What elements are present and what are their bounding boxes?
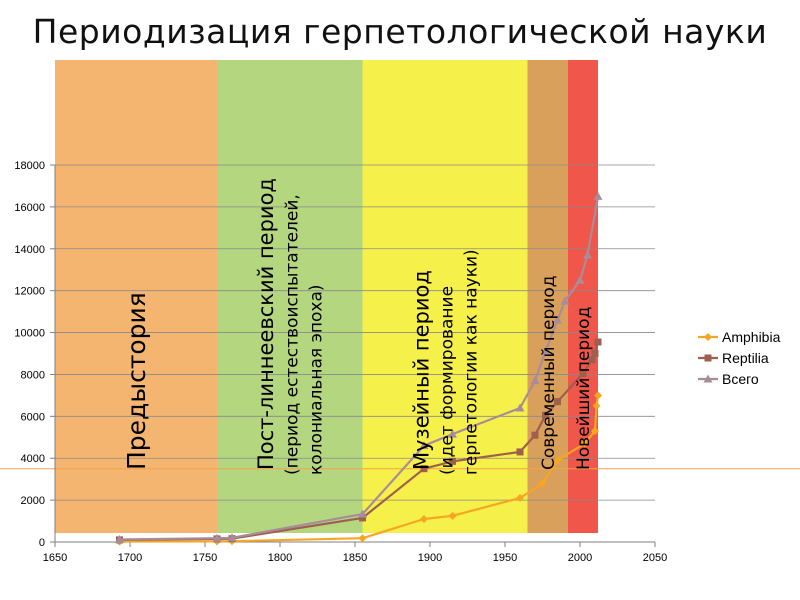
series-3-point-1: [115, 534, 124, 543]
slide-title: Периодизация герпетологической науки: [32, 12, 768, 51]
period-label-2-line-3: колониальная эпоха): [307, 284, 327, 475]
x-tick-label-1800: 1800: [268, 552, 292, 564]
series-3-point-11: [560, 296, 570, 305]
series-2-point-13: [591, 350, 599, 357]
legend-marker-3: [703, 374, 713, 383]
period-label-2-line-2: (период естествоиспытателей,: [282, 194, 302, 475]
x-tick-label-1900: 1900: [418, 552, 442, 564]
series-lines: [115, 191, 603, 546]
period-band-5: [568, 60, 598, 533]
x-tick-label-1700: 1700: [118, 552, 142, 564]
y-tick-label-14000: 14000: [14, 244, 45, 256]
series-1-point-13: [594, 391, 602, 400]
series-1-point-5: [420, 514, 428, 523]
series-3-point-10: [553, 315, 562, 324]
period-label-3-line-3: герпетологии как науки): [462, 249, 482, 475]
series-3-point-12: [575, 275, 585, 284]
series-2-point-14: [594, 338, 602, 346]
legend-item-3: Всего: [698, 371, 759, 387]
legend: Amphibia Reptilia Всего: [698, 329, 781, 387]
y-tick-label-0: 0: [39, 537, 45, 549]
legend-item-2: Reptilia: [698, 350, 769, 366]
series-3-point-13: [583, 250, 592, 259]
legend-label-2: Reptilia: [722, 350, 769, 366]
period-label-4-line-1: Современный период: [539, 276, 559, 471]
series-1-point-10: [580, 439, 589, 448]
series-3-point-2: [212, 533, 222, 542]
series-2-point-10: [554, 398, 561, 406]
period-label-2-line-1: Пост-линнеевский период: [254, 178, 278, 470]
y-tick-label-18000: 18000: [14, 160, 45, 172]
axes: 1650 1700 1750 1800 1850 1900 1950 2000 2050 0 200…: [14, 160, 667, 564]
series-2-point-7: [516, 448, 524, 456]
period-label-5-line-1: Новейший период: [574, 307, 594, 470]
y-tick-label-16000: 16000: [14, 202, 45, 214]
series-3-point-14: [593, 191, 603, 200]
period-label-1-line-1: Предыстория: [122, 292, 151, 470]
x-tick-label-1650: 1650: [43, 552, 67, 564]
series-1-point-9: [553, 456, 562, 465]
y-tick-label-6000: 6000: [21, 411, 45, 423]
series-3-point-3: [227, 533, 237, 542]
series-3-point-4: [358, 509, 367, 518]
series-2-point-5: [420, 465, 428, 473]
y-tick-label-8000: 8000: [21, 369, 45, 381]
period-labels: Предыстория Пост-линнеевский период (перио…: [122, 178, 594, 475]
legend-label-1: Amphibia: [722, 329, 781, 345]
series-1-point-12: [592, 401, 601, 410]
y-tick-label-2000: 2000: [21, 495, 45, 507]
y-tick-label-4000: 4000: [21, 453, 45, 465]
series-3: [115, 191, 603, 543]
series-2-point-9: [542, 411, 549, 419]
series-1-point-8: [538, 479, 547, 488]
series-3-point-8: [530, 376, 540, 385]
period-label-3-line-2: (идет формирование: [438, 286, 458, 475]
period-label-3-line-1: Музейный период: [409, 270, 433, 470]
series-3-point-7: [515, 403, 525, 412]
period-band-2: [217, 60, 363, 533]
legend-label-3: Всего: [722, 371, 759, 387]
gridlines: [0, 164, 800, 501]
series-2-point-12: [588, 356, 596, 364]
x-tick-label-1750: 1750: [193, 552, 217, 564]
series-3-point-6: [448, 429, 457, 438]
y-tick-label-12000: 12000: [14, 286, 45, 298]
series-3-point-9: [541, 346, 550, 355]
y-tick-label-10000: 10000: [14, 328, 45, 340]
period-band-4: [527, 60, 568, 533]
period-bands: [55, 60, 598, 533]
series-3-point-5: [419, 441, 429, 450]
series-1-point-4: [358, 534, 367, 543]
x-tick-label-1850: 1850: [343, 552, 367, 564]
period-band-1: [55, 60, 217, 533]
legend-marker-2: [704, 354, 712, 362]
series-2-point-6: [449, 457, 456, 465]
series-1-point-11: [591, 426, 599, 435]
legend-item-1: Amphibia: [698, 329, 781, 345]
x-tick-label-2000: 2000: [568, 552, 592, 564]
x-tick-label-1950: 1950: [493, 552, 517, 564]
series-1-point-7: [516, 494, 524, 503]
x-tick-label-2050: 2050: [643, 552, 667, 564]
series-2-point-11: [579, 369, 587, 377]
legend-marker-1: [704, 333, 712, 341]
series-2-point-8: [531, 431, 539, 439]
series-2-point-4: [359, 514, 366, 522]
series-1-point-6: [448, 511, 457, 520]
